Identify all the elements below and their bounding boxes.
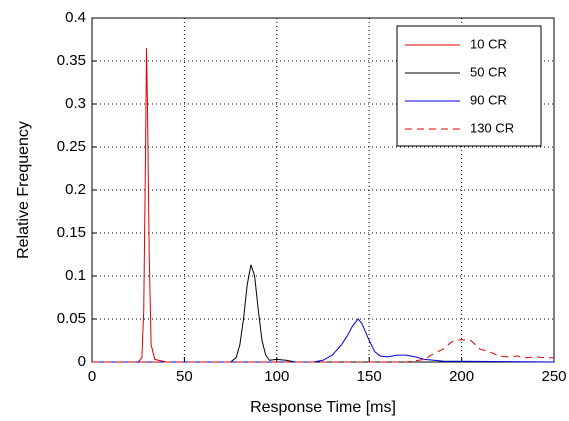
legend-label: 90 CR xyxy=(470,92,507,107)
series-line xyxy=(92,264,554,363)
y-tick-label: 0.3 xyxy=(65,95,86,112)
x-tick-label: 250 xyxy=(541,368,566,385)
y-tick-label: 0.1 xyxy=(65,267,86,284)
x-axis-label: Response Time [ms] xyxy=(250,399,396,416)
legend-label: 130 CR xyxy=(470,120,514,135)
y-tick-label: 0.4 xyxy=(65,9,86,26)
y-tick-label: 0.2 xyxy=(65,181,86,198)
x-tick-label: 0 xyxy=(88,368,96,385)
y-axis-label: Relative Frequency xyxy=(15,121,32,259)
legend-label: 50 CR xyxy=(470,64,507,79)
x-tick-label: 100 xyxy=(264,368,289,385)
legend-box xyxy=(396,25,542,147)
x-tick-label: 50 xyxy=(176,368,193,385)
x-tick-label: 150 xyxy=(357,368,382,385)
y-tick-label: 0 xyxy=(78,353,86,370)
y-tick-label: 0.35 xyxy=(57,52,86,69)
series-line xyxy=(92,339,554,363)
y-tick-label: 0.25 xyxy=(57,138,86,155)
y-tick-label: 0.15 xyxy=(57,224,86,241)
series-line xyxy=(92,48,554,363)
legend-label: 10 CR xyxy=(470,36,507,51)
series-line xyxy=(92,318,555,363)
y-tick-label: 0.05 xyxy=(57,310,86,327)
x-tick-label: 200 xyxy=(449,368,474,385)
